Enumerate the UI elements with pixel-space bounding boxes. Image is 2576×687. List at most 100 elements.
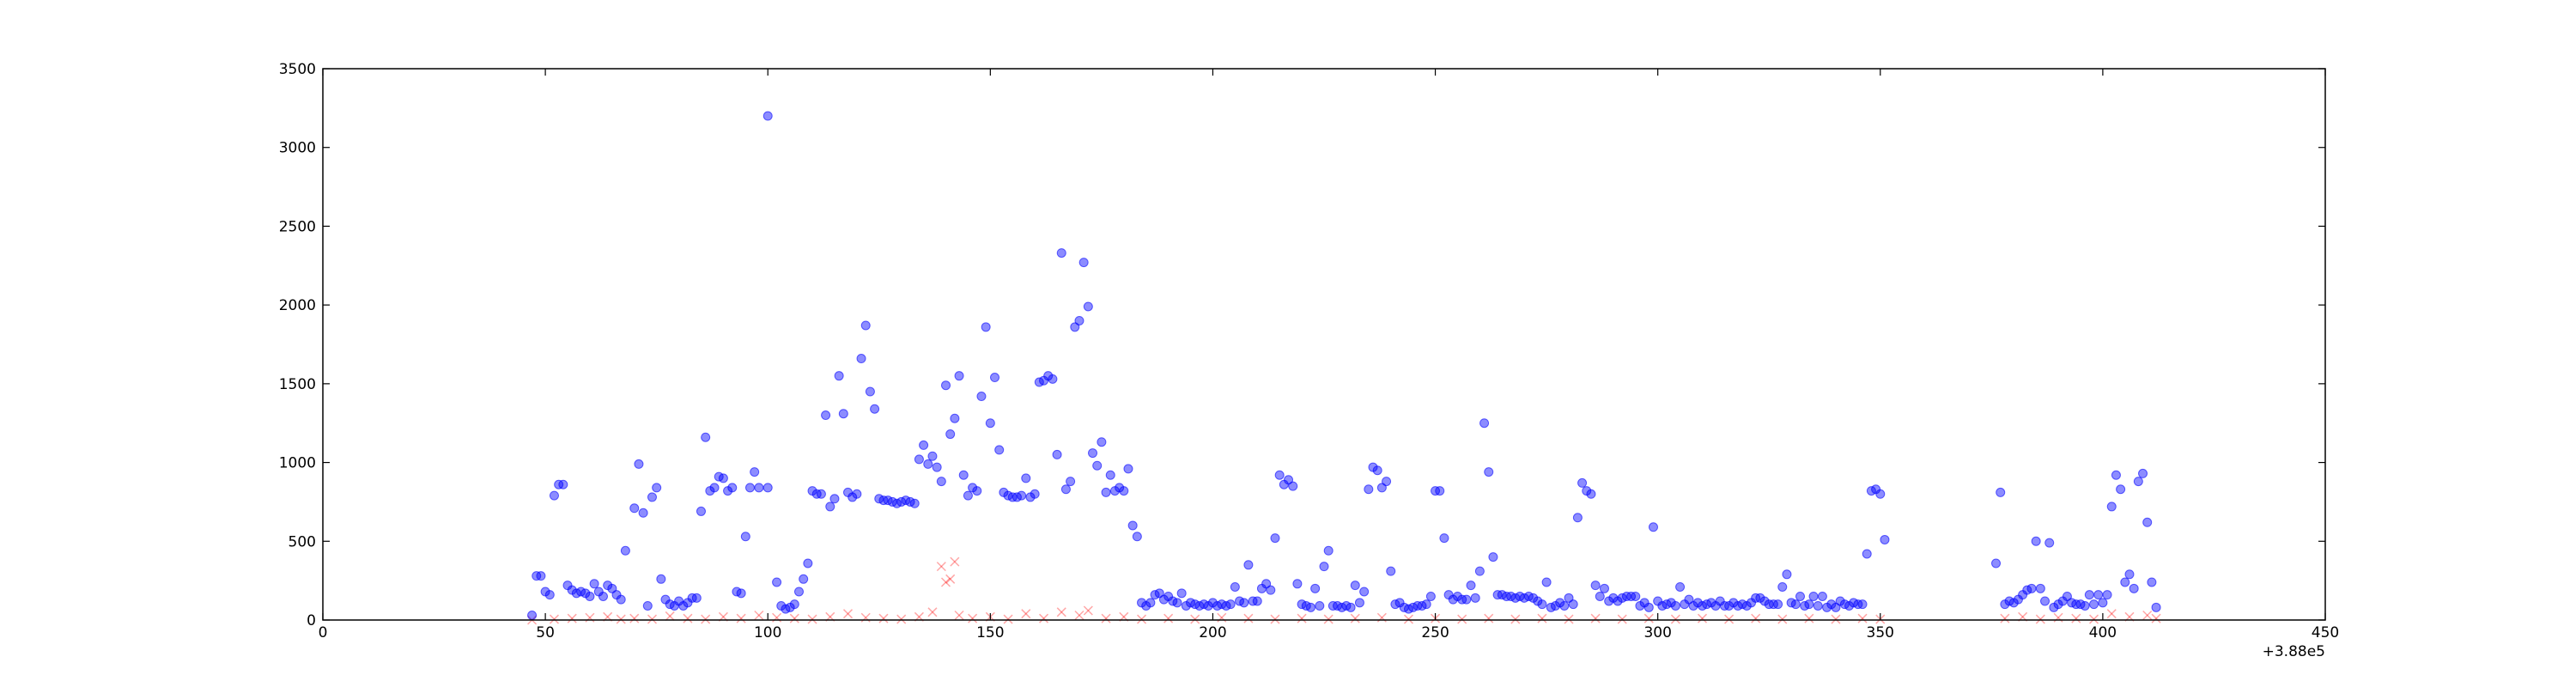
blue-circle-marker	[838, 409, 848, 419]
blue-circle-marker	[1105, 470, 1115, 480]
red-x-marker	[1617, 614, 1627, 624]
blue-circle-marker	[1101, 487, 1111, 497]
blue-circle-marker	[2031, 536, 2041, 546]
red-x-marker	[567, 613, 577, 623]
blue-circle-marker	[744, 483, 755, 493]
blue-circle-marker	[1266, 585, 1276, 595]
blue-circle-marker	[1382, 477, 1392, 487]
blue-circle-marker	[1052, 449, 1062, 459]
blue-circle-marker	[985, 418, 995, 429]
blue-circle-marker	[2133, 477, 2143, 487]
blue-circle-marker	[909, 498, 920, 508]
blue-circle-marker	[1017, 490, 1027, 501]
blue-circle-marker	[1048, 374, 1058, 384]
blue-circle-marker	[1813, 600, 1823, 611]
blue-circle-marker	[772, 577, 782, 587]
red-x-marker	[1323, 614, 1334, 624]
red-x-marker	[683, 613, 693, 623]
blue-circle-marker	[821, 410, 831, 421]
blue-circle-marker	[718, 473, 728, 483]
red-x-marker	[1484, 613, 1494, 623]
blue-circle-marker	[2147, 577, 2157, 587]
blue-circle-marker	[1078, 258, 1089, 268]
blue-circle-marker	[1119, 486, 1129, 496]
red-x-marker	[1670, 614, 1680, 624]
red-x-marker	[950, 556, 960, 567]
blue-circle-marker	[1145, 598, 1156, 608]
blue-circle-marker	[923, 459, 933, 469]
blue-circle-marker	[870, 404, 880, 414]
red-x-marker	[1457, 614, 1467, 624]
blue-circle-marker	[1127, 520, 1138, 531]
blue-circle-marker	[762, 483, 773, 493]
blue-circle-marker	[1319, 562, 1329, 572]
x-tick-label: 0	[319, 624, 328, 641]
blue-circle-marker	[736, 588, 746, 599]
x-tick-label: 300	[1643, 624, 1671, 641]
blue-circle-marker	[1484, 467, 1494, 477]
blue-circle-marker	[527, 610, 538, 620]
blue-circle-marker	[1083, 301, 1093, 312]
blue-circle-marker	[1372, 465, 1382, 476]
blue-circle-marker	[799, 574, 809, 584]
blue-circle-marker	[1070, 322, 1080, 332]
blue-circle-marker	[2080, 600, 2090, 611]
red-x-marker	[1243, 613, 1254, 623]
blue-circle-marker	[1092, 460, 1103, 471]
y-tick-label: 500	[289, 533, 316, 550]
blue-circle-marker	[990, 373, 1000, 383]
x-tick-label: 250	[1421, 624, 1449, 641]
red-x-marker	[954, 610, 964, 621]
red-x-marker	[1831, 614, 1841, 624]
red-x-marker	[1777, 614, 1788, 624]
blue-circle-marker	[1577, 477, 1588, 488]
red-x-marker	[1101, 613, 1111, 623]
red-x-marker	[1297, 613, 1307, 623]
blue-circle-marker	[1568, 599, 1578, 610]
x-tick-label: 100	[754, 624, 781, 641]
blue-circle-marker	[1230, 581, 1240, 592]
blue-circle-marker	[2111, 470, 2121, 480]
blue-circle-marker	[762, 111, 773, 121]
blue-circle-marker	[1243, 560, 1254, 570]
blue-circle-marker	[945, 429, 956, 440]
blue-circle-marker	[963, 490, 973, 501]
blue-circle-marker	[638, 508, 648, 518]
red-x-marker	[616, 614, 626, 624]
blue-circle-marker	[1288, 481, 1298, 491]
red-x-marker	[1643, 613, 1654, 623]
y-tick-label: 3500	[279, 61, 316, 78]
blue-circle-marker	[1777, 581, 1788, 592]
series-blue-circle-markers	[527, 111, 2161, 620]
red-x-marker	[945, 574, 956, 584]
blue-circle-marker	[2151, 602, 2161, 612]
blue-circle-marker	[1643, 602, 1654, 612]
blue-circle-marker	[1346, 602, 1356, 612]
blue-circle-marker	[1274, 470, 1285, 480]
blue-circle-marker	[2093, 590, 2104, 600]
blue-circle-marker	[2062, 591, 2072, 601]
red-x-marker	[1537, 613, 1547, 623]
blue-circle-marker	[1323, 545, 1334, 556]
red-x-marker	[878, 613, 889, 623]
red-x-marker	[754, 610, 764, 621]
plot-area-frame	[322, 68, 2326, 621]
blue-circle-marker	[829, 494, 840, 504]
blue-circle-marker	[656, 574, 666, 584]
blue-circle-marker	[1239, 598, 1249, 608]
blue-circle-marker	[954, 371, 964, 381]
blue-circle-marker	[2120, 577, 2130, 587]
red-x-marker	[936, 562, 946, 572]
blue-circle-marker	[740, 532, 750, 542]
blue-circle-marker	[1675, 581, 1686, 592]
blue-circle-marker	[1364, 484, 1374, 495]
blue-circle-marker	[1488, 552, 1498, 562]
blue-circle-marker	[2106, 502, 2117, 512]
x-tick-label: 350	[1867, 624, 1894, 641]
red-x-marker	[1857, 613, 1868, 623]
y-tick-label: 1000	[279, 455, 316, 472]
red-x-marker	[1021, 609, 1031, 619]
blue-circle-marker	[1386, 566, 1396, 576]
blue-circle-marker	[793, 587, 804, 597]
